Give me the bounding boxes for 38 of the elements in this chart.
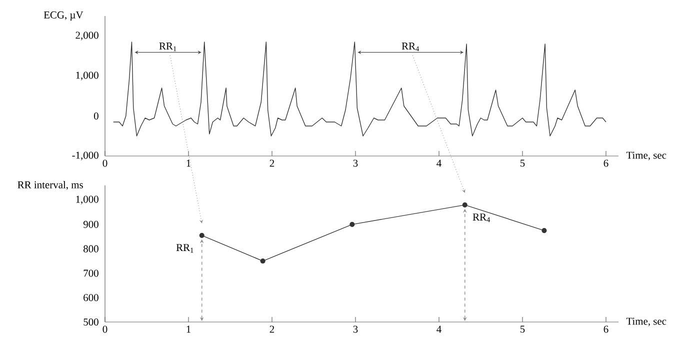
x-tick-label: 5	[520, 326, 525, 333]
y-tick-label: 1,000	[76, 72, 98, 80]
annotation: RR$_{4}$	[472, 214, 490, 222]
y-axis-title: RR interval, ms	[18, 180, 83, 190]
point	[462, 202, 468, 208]
annotation: RR$_{1}$	[176, 244, 194, 253]
x-tick-label: 4	[436, 160, 442, 167]
y-axis-title: ECG, µV	[44, 11, 84, 21]
annotation: RR$_{1}$	[159, 42, 176, 52]
y-tick-label: 800	[84, 245, 98, 252]
line-series	[113, 42, 606, 136]
point	[542, 228, 547, 234]
point	[350, 222, 355, 227]
x-tick-label: 2	[270, 326, 274, 333]
y-tick-label: 2,000	[76, 32, 98, 40]
x-tick-label: 4	[436, 326, 442, 333]
annotation: RR$_{4}$	[402, 42, 420, 52]
y-tick-label: 700	[84, 270, 98, 277]
y-tick-label: 900	[83, 220, 98, 228]
x-tick-label: 3	[353, 160, 358, 167]
x-tick-label: 6	[604, 326, 608, 333]
y-tick-label: 600	[84, 294, 98, 302]
y-tick-label: 0	[94, 112, 98, 120]
point	[260, 258, 266, 264]
y-tick-label: 500	[84, 318, 98, 326]
point	[199, 232, 204, 238]
x-tick-label: 2	[270, 160, 274, 167]
x-tick-label: 0	[102, 326, 108, 333]
x-tick-label: 5	[520, 160, 525, 167]
y-tick-label: 1,000	[76, 196, 98, 204]
x-tick-label: 0	[102, 160, 108, 167]
x-axis-title: Time, sec	[626, 152, 666, 160]
y-tick-label: -1,000	[72, 152, 98, 160]
x-tick-label: 6	[604, 160, 608, 167]
x-axis-title: Time, sec	[626, 318, 666, 326]
x-tick-label: 1	[186, 160, 190, 167]
x-tick-label: 3	[353, 326, 358, 333]
x-tick-label: 1	[186, 326, 190, 333]
